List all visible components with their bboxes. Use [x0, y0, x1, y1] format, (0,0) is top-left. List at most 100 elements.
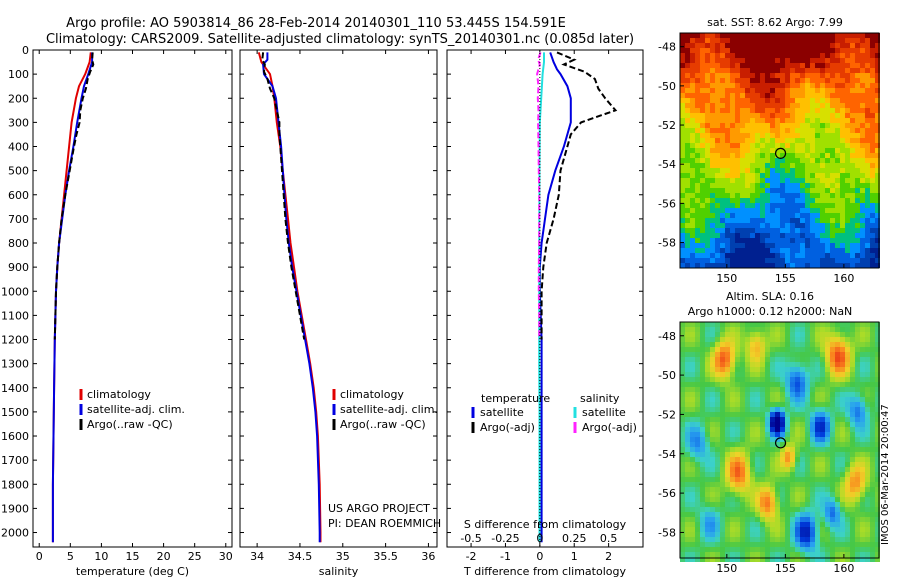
- x-tick-top-label: -0.25: [491, 532, 519, 545]
- y-tick-label: 1500: [1, 406, 29, 419]
- sst-map-frame: [679, 32, 880, 269]
- legend-label: satellite: [480, 406, 524, 419]
- map-x-tick-label: 155: [775, 272, 796, 285]
- legend-label: satellite-adj. clim.: [87, 403, 185, 416]
- x-tick-label: 1: [571, 550, 578, 563]
- x-tick-label: 0: [36, 550, 43, 563]
- map-y-tick-label: -48: [658, 41, 676, 54]
- sst-map-title: sat. SST: 8.62 Argo: 7.99: [707, 16, 843, 29]
- sla-map-side-label: IMOS 06-Mar-2014 20:00:47: [880, 404, 891, 545]
- y-tick-label: 900: [8, 261, 29, 274]
- temperature-panel: 0100200300400500600700800900100011001200…: [1, 44, 233, 578]
- x-tick-label: 35: [336, 550, 350, 563]
- x-tick-top-label: 0.25: [562, 532, 587, 545]
- x-tick-label: 15: [126, 550, 140, 563]
- series-line-argo-raw-qc-: [261, 52, 306, 340]
- map-y-tick-label: -56: [658, 197, 676, 210]
- y-tick-label: 1600: [1, 430, 29, 443]
- x-tick-top-label: 0: [536, 532, 543, 545]
- series-line-t-argo-adj-: [540, 51, 618, 340]
- y-tick-label: 100: [8, 68, 29, 81]
- map-y-tick-label: -50: [658, 80, 676, 93]
- header-line2: Climatology: CARS2009. Satellite-adjuste…: [46, 32, 634, 47]
- map-x-tick-label: 150: [716, 272, 737, 285]
- header-line1: Argo profile: AO 5903814_86 28-Feb-2014 …: [66, 16, 566, 31]
- map-x-tick-label: 155: [775, 562, 796, 575]
- x-tick-top-label: -0.5: [460, 532, 481, 545]
- map-y-tick-label: -54: [658, 158, 676, 171]
- argo-location-marker: [774, 147, 787, 159]
- y-tick-label: 1400: [1, 382, 29, 395]
- legend-title-temperature: temperature: [481, 392, 550, 405]
- y-tick-label: 600: [8, 189, 29, 202]
- series-line-s-argo-adj-: [536, 52, 542, 340]
- map-y-tick-label: -52: [658, 119, 676, 132]
- legend-label: climatology: [87, 388, 151, 401]
- x-tick-label: 30: [219, 550, 233, 563]
- map-y-tick-label: -52: [658, 408, 676, 421]
- x-axis-label: temperature (deg C): [76, 565, 189, 578]
- plot-frame: [32, 49, 233, 548]
- x-tick-label: -1: [500, 550, 511, 563]
- sla-map-frame: [679, 321, 880, 559]
- series-line-satellite-adj-clim-: [51, 52, 94, 543]
- x-axis-label: salinity: [319, 565, 359, 578]
- x-tick-label: 36: [421, 550, 435, 563]
- legend-label: Argo(..raw -QC): [340, 418, 426, 431]
- y-tick-label: 1100: [1, 309, 29, 322]
- series-line-t-satellite: [538, 52, 572, 543]
- x-tick-top-label: 0.5: [600, 532, 618, 545]
- y-tick-label: 1900: [1, 502, 29, 515]
- argo-location-marker: [774, 437, 787, 449]
- legend-label: Argo(-adj): [582, 421, 637, 434]
- x-tick-label: 10: [94, 550, 108, 563]
- map-y-tick-label: -50: [658, 369, 676, 382]
- plot-frame: [239, 49, 438, 548]
- legend-label: satellite-adj. clim.: [340, 403, 438, 416]
- sla-map-title-line1: Altim. SLA: 0.16: [726, 290, 814, 303]
- x-tick-label: 25: [188, 550, 202, 563]
- x-axis-label: T difference from climatology: [463, 565, 626, 578]
- y-tick-label: 2000: [1, 527, 29, 540]
- x-tick-label: 2: [605, 550, 612, 563]
- y-tick-label: 0: [22, 44, 29, 57]
- x-axis-top-label: S difference from climatology: [464, 518, 627, 531]
- y-tick-label: 700: [8, 213, 29, 226]
- y-tick-label: 500: [8, 165, 29, 178]
- map-y-tick-label: -58: [658, 526, 676, 539]
- y-tick-label: 400: [8, 141, 29, 154]
- legend-label: Argo(..raw -QC): [87, 418, 173, 431]
- map-x-tick-label: 160: [833, 562, 854, 575]
- map-x-tick-label: 160: [833, 272, 854, 285]
- salinity-panel: 34 34.5 35 35.5 36 salinity climatology satelli…: [239, 49, 441, 578]
- x-tick-label: -2: [466, 550, 477, 563]
- x-tick-label: 20: [157, 550, 171, 563]
- legend-label: satellite: [582, 406, 626, 419]
- map-y-tick-label: -58: [658, 237, 676, 250]
- sst-map: sat. SST: 8.62 Argo: 7.99 -48 -50 -52 -54 -5…: [658, 16, 880, 285]
- map-y-tick-label: -48: [658, 330, 676, 343]
- legend-label: climatology: [340, 388, 404, 401]
- y-tick-label: 1200: [1, 334, 29, 347]
- legend-title-salinity: salinity: [580, 392, 620, 405]
- series-line-argo-raw-qc-: [53, 52, 95, 340]
- x-tick-label: 5: [67, 550, 74, 563]
- x-tick-label: 34.5: [288, 550, 313, 563]
- x-tick-label: 34: [250, 550, 264, 563]
- annotation-pi: PI: DEAN ROEMMICH: [328, 517, 441, 530]
- x-tick-label: 35.5: [373, 550, 398, 563]
- y-tick-label: 1800: [1, 478, 29, 491]
- annotation-project: US ARGO PROJECT: [328, 502, 430, 515]
- map-y-tick-label: -54: [658, 448, 676, 461]
- y-tick-label: 300: [8, 116, 29, 129]
- sla-map: Altim. SLA: 0.16 Argo h1000: 0.12 h2000:…: [658, 290, 891, 575]
- plot-frame: [446, 49, 644, 548]
- y-tick-label: 800: [8, 237, 29, 250]
- x-tick-label: 0: [536, 550, 543, 563]
- difference-panel: -2 -1 0 1 2 T difference from climatology -0.5…: [446, 49, 644, 578]
- map-x-tick-label: 150: [716, 562, 737, 575]
- legend-label: Argo(-adj): [480, 421, 535, 434]
- y-tick-label: 1000: [1, 285, 29, 298]
- sla-map-title-line2: Argo h1000: 0.12 h2000: NaN: [688, 305, 853, 318]
